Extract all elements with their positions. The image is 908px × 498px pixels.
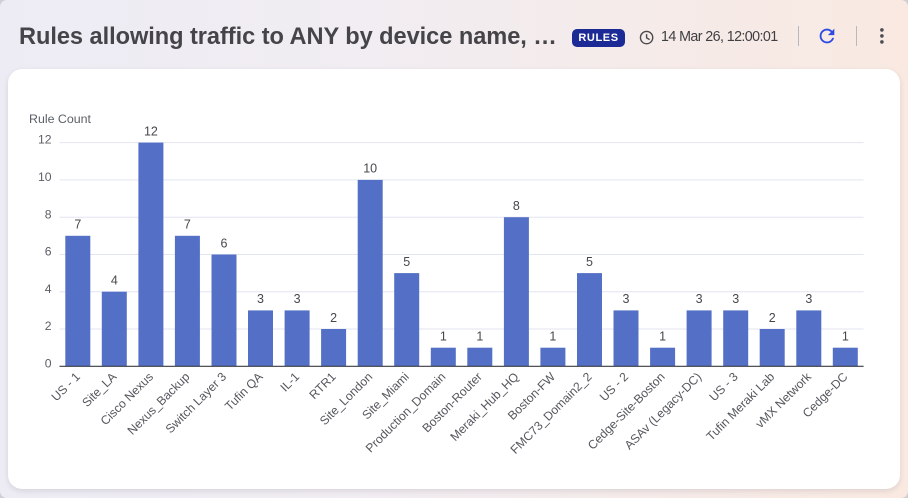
- svg-text:8: 8: [45, 207, 52, 221]
- svg-text:1: 1: [440, 330, 447, 344]
- svg-text:US - 2: US - 2: [597, 370, 631, 404]
- svg-text:3: 3: [623, 292, 630, 306]
- svg-text:4: 4: [111, 274, 118, 288]
- svg-text:7: 7: [74, 218, 81, 232]
- svg-text:IL-1: IL-1: [277, 370, 302, 395]
- svg-text:2: 2: [45, 319, 52, 333]
- svg-text:Rule Count: Rule Count: [29, 112, 92, 126]
- svg-text:5: 5: [586, 255, 593, 269]
- svg-text:Tufin QA: Tufin QA: [222, 369, 266, 413]
- svg-text:1: 1: [476, 330, 483, 344]
- svg-text:3: 3: [732, 292, 739, 306]
- svg-text:3: 3: [294, 292, 301, 306]
- svg-text:1: 1: [659, 330, 666, 344]
- svg-text:8: 8: [513, 199, 520, 213]
- svg-text:5: 5: [403, 255, 410, 269]
- svg-text:RTR1: RTR1: [306, 370, 338, 402]
- svg-text:3: 3: [257, 292, 264, 306]
- svg-text:12: 12: [38, 133, 52, 147]
- svg-text:10: 10: [363, 162, 377, 176]
- svg-text:US - 1: US - 1: [49, 370, 83, 404]
- svg-text:4: 4: [45, 282, 52, 296]
- svg-text:12: 12: [144, 124, 158, 138]
- svg-text:US - 3: US - 3: [706, 370, 740, 404]
- svg-text:2: 2: [769, 311, 776, 325]
- svg-text:6: 6: [45, 245, 52, 259]
- svg-text:0: 0: [45, 356, 52, 370]
- svg-text:1: 1: [549, 330, 556, 344]
- svg-text:7: 7: [184, 218, 191, 232]
- svg-text:6: 6: [221, 236, 228, 250]
- svg-text:10: 10: [38, 170, 52, 184]
- svg-text:3: 3: [696, 292, 703, 306]
- svg-text:3: 3: [805, 292, 812, 306]
- svg-text:2: 2: [330, 311, 337, 325]
- svg-text:1: 1: [842, 330, 849, 344]
